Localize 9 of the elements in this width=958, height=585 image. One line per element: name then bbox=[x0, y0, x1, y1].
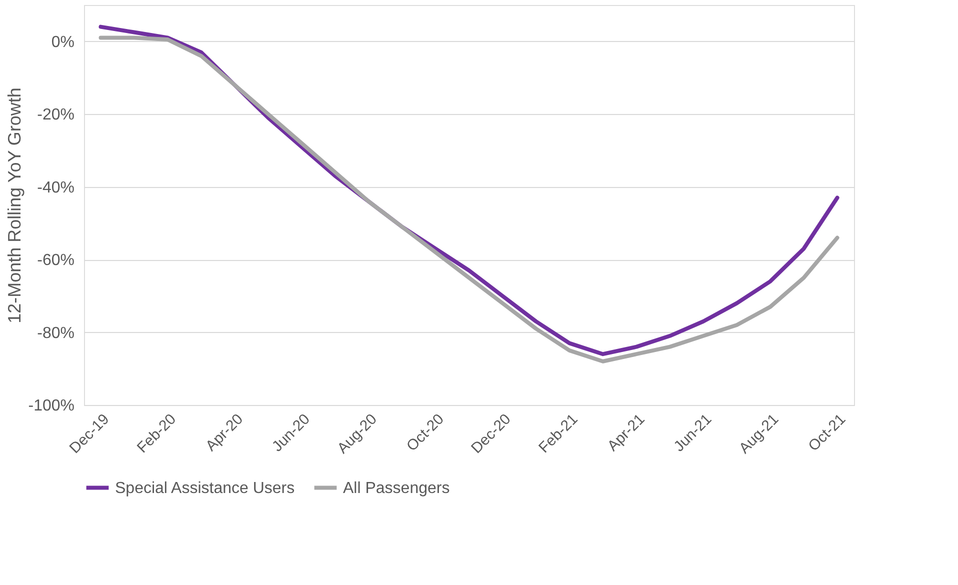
y-tick-label: -100% bbox=[28, 398, 74, 414]
y-tick-label: -80% bbox=[37, 324, 74, 342]
y-tick-label: -20% bbox=[37, 106, 74, 124]
y-axis-title: 12-Month Rolling YoY Growth bbox=[4, 88, 24, 324]
y-tick-label: -60% bbox=[37, 252, 74, 270]
y-tick-label: 0% bbox=[51, 34, 74, 51]
legend-label: All Passengers bbox=[343, 480, 450, 497]
legend-label: Special Assistance Users bbox=[115, 480, 295, 497]
y-tick-label: -40% bbox=[37, 179, 74, 196]
